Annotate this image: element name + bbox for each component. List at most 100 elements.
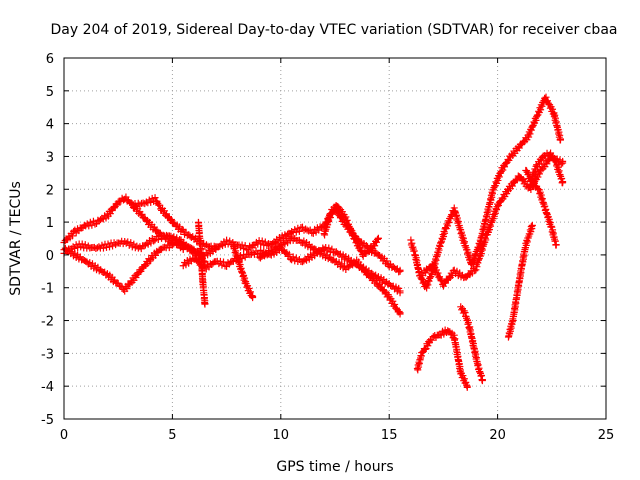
- data-point: [292, 228, 300, 236]
- series-arc-12: [418, 152, 567, 290]
- data-point: [127, 239, 135, 247]
- data-point: [356, 243, 364, 251]
- data-point: [325, 244, 333, 252]
- data-point: [349, 230, 357, 238]
- data-point: [223, 236, 231, 244]
- data-point: [74, 244, 82, 252]
- data-point: [133, 202, 141, 210]
- data-point: [201, 300, 209, 308]
- data-point: [294, 224, 302, 232]
- data-point: [495, 201, 503, 209]
- x-tick-label: 15: [381, 428, 398, 443]
- data-point: [527, 186, 535, 194]
- data-point: [218, 261, 226, 269]
- data-point: [354, 240, 362, 248]
- data-point: [549, 105, 557, 113]
- data-point: [396, 287, 404, 295]
- data-point: [373, 235, 381, 243]
- x-axis-label: GPS time / hours: [276, 459, 393, 475]
- data-point: [216, 257, 224, 265]
- series-arc-5: [168, 203, 404, 276]
- data-point: [517, 141, 525, 149]
- data-point: [551, 157, 559, 165]
- data-point: [106, 243, 114, 251]
- y-tick-label: 3: [46, 150, 54, 165]
- data-point: [544, 99, 552, 107]
- data-point: [471, 267, 479, 275]
- data-point: [559, 179, 567, 187]
- series-arc-7: [194, 218, 209, 308]
- data-point: [391, 300, 399, 308]
- data-point: [534, 184, 542, 192]
- y-tick-label: 1: [46, 216, 54, 231]
- data-point: [88, 221, 96, 229]
- data-point: [292, 254, 300, 262]
- series-arc-17: [526, 149, 567, 188]
- y-tick-label: -5: [41, 413, 54, 428]
- series-arc-10: [320, 202, 382, 260]
- data-point: [257, 246, 265, 254]
- data-point: [396, 267, 404, 275]
- data-point: [141, 200, 149, 208]
- series-arc-11: [407, 93, 564, 292]
- data-point: [146, 257, 154, 265]
- y-tick-label: 0: [46, 249, 54, 264]
- data-point: [161, 233, 169, 241]
- data-point: [463, 382, 471, 390]
- data-point: [328, 245, 336, 253]
- data-point: [556, 136, 564, 144]
- data-point: [559, 159, 567, 167]
- y-tick-label: -4: [41, 380, 54, 395]
- data-point: [285, 250, 293, 258]
- y-tick-label: -2: [41, 315, 54, 330]
- data-point: [71, 244, 79, 252]
- x-tick-label: 20: [489, 428, 506, 443]
- series-arc-4: [129, 194, 220, 253]
- data-point: [396, 310, 404, 318]
- data-point: [258, 237, 266, 245]
- data-point: [343, 216, 351, 224]
- data-point: [534, 173, 542, 181]
- data-point: [129, 203, 137, 211]
- data-point: [374, 235, 382, 242]
- data-point: [261, 238, 269, 246]
- data-point: [478, 376, 486, 384]
- data-point: [81, 241, 89, 249]
- data-point: [372, 277, 380, 285]
- data-point: [150, 237, 158, 245]
- data-point: [526, 130, 534, 138]
- x-tick-label: 25: [598, 428, 615, 443]
- series-arc-15: [504, 221, 536, 341]
- data-point: [421, 345, 429, 353]
- y-tick-label: 5: [46, 85, 54, 100]
- data-point: [249, 294, 257, 302]
- data-point: [501, 163, 509, 171]
- data-point: [99, 244, 107, 252]
- data-point: [178, 225, 186, 233]
- data-point: [547, 149, 555, 157]
- data-point: [356, 246, 364, 254]
- data-point: [109, 242, 117, 250]
- data-point: [288, 233, 296, 241]
- y-tick-label: 4: [46, 118, 54, 133]
- data-point: [459, 372, 467, 380]
- data-point: [552, 241, 560, 249]
- y-axis-label: SDTVAR / TECUs: [8, 181, 24, 296]
- data-point: [68, 232, 76, 240]
- data-point: [153, 232, 161, 240]
- data-point: [113, 201, 121, 209]
- data-point: [295, 227, 303, 235]
- data-point: [445, 219, 453, 227]
- data-point: [154, 235, 162, 243]
- data-point: [78, 240, 86, 248]
- axis-ticks: 0 5 10 15 20 25 -5 -4 -3 -2 -1 0 1 2 3 4 5 6: [41, 52, 614, 443]
- y-tick-label: 2: [46, 183, 54, 198]
- data-point: [538, 102, 546, 110]
- series-arc-8: [229, 241, 257, 302]
- x-tick-label: 5: [168, 428, 176, 443]
- data-point: [167, 216, 175, 224]
- data-point: [495, 173, 503, 181]
- data-point: [226, 237, 234, 245]
- data-point: [444, 222, 452, 230]
